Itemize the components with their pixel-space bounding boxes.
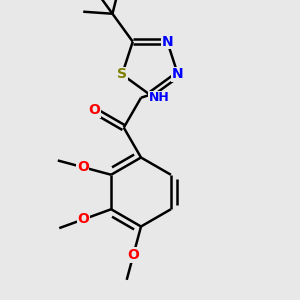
Text: N: N [161, 35, 173, 49]
Text: NH: NH [148, 91, 169, 104]
Text: O: O [88, 103, 100, 117]
Text: S: S [117, 68, 127, 82]
Text: N: N [172, 68, 184, 82]
Text: O: O [77, 160, 89, 174]
Text: O: O [78, 212, 89, 226]
Text: O: O [128, 248, 139, 262]
